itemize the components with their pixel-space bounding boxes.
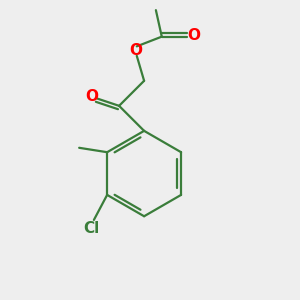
Text: O: O: [129, 43, 142, 58]
Text: O: O: [85, 89, 98, 104]
Text: O: O: [187, 28, 200, 43]
Text: Cl: Cl: [83, 221, 100, 236]
